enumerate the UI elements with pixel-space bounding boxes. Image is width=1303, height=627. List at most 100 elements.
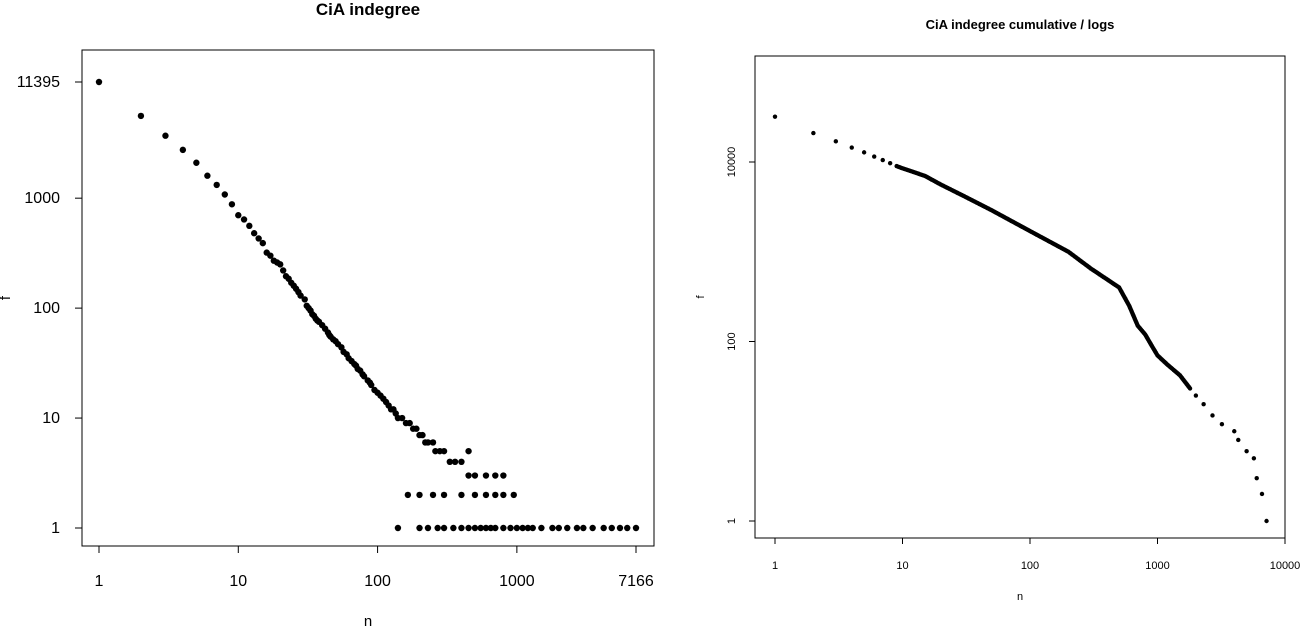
data-point <box>1254 475 1259 481</box>
data-point <box>471 491 479 499</box>
data-point <box>301 296 308 303</box>
data-point <box>429 491 437 499</box>
data-point <box>887 160 893 166</box>
x-tick-label: 1 <box>772 560 778 572</box>
data-point <box>259 239 267 247</box>
y-tick-label: 1000 <box>24 190 60 207</box>
data-point <box>221 191 228 198</box>
data-point <box>849 145 854 150</box>
data-point <box>240 216 248 223</box>
data-point <box>250 230 258 237</box>
data-point <box>434 524 441 532</box>
data-point <box>1264 518 1269 524</box>
data-point <box>811 130 816 136</box>
data-point <box>255 235 262 242</box>
data-point <box>507 524 514 532</box>
chart-cia-indegree-cumulative: CiA indegree cumulative / logs 1 10 100 100… <box>695 17 1300 603</box>
data-point <box>406 419 413 427</box>
data-point <box>573 524 581 532</box>
data-point <box>465 472 472 479</box>
data-point <box>404 491 412 499</box>
data-point <box>297 292 304 299</box>
x-tick-label: 7166 <box>618 573 654 590</box>
x-tick-label: 1 <box>95 573 104 590</box>
x-tick-label: 1000 <box>1145 560 1169 572</box>
data-point <box>549 524 556 532</box>
data-point <box>482 524 490 532</box>
data-point <box>492 491 499 499</box>
chart-title: CiA indegree cumulative / logs <box>926 17 1115 32</box>
data-point <box>1259 491 1265 497</box>
data-point <box>440 524 448 532</box>
y-axis-label: f <box>695 295 707 299</box>
x-axis-label: n <box>364 613 372 627</box>
data-point <box>419 431 426 439</box>
x-tick-label: 100 <box>364 573 391 590</box>
plot-frame <box>81 49 655 547</box>
data-point <box>524 524 532 532</box>
y-tick-label: 100 <box>33 300 60 317</box>
x-tick-label: 10000 <box>1270 560 1301 572</box>
data-point <box>465 447 472 455</box>
x-axis-label: n <box>1017 591 1023 603</box>
data-point <box>1244 448 1249 454</box>
y-tick-label: 10000 <box>726 147 738 178</box>
data-point <box>616 524 624 532</box>
data-point <box>204 172 211 179</box>
data-point <box>772 114 778 119</box>
data-point <box>446 458 454 466</box>
data-point <box>440 491 448 499</box>
data-point <box>833 139 839 144</box>
data-point <box>162 132 169 139</box>
data-point <box>450 524 457 532</box>
data-point <box>861 150 867 155</box>
data-point <box>529 524 536 532</box>
data-point <box>471 524 479 532</box>
plot-frame <box>754 55 1286 539</box>
data-point <box>608 524 615 532</box>
data-point <box>394 524 402 532</box>
data-point <box>482 472 490 479</box>
data-point <box>492 524 499 532</box>
data-point <box>500 524 507 532</box>
data-point <box>1193 393 1199 398</box>
data-point <box>510 491 517 499</box>
y-tick-label: 10 <box>42 410 60 427</box>
data-point <box>137 112 145 120</box>
data-point <box>458 524 465 532</box>
data-point <box>880 157 885 163</box>
data-point <box>492 472 499 479</box>
data-point <box>432 447 439 455</box>
data-point <box>451 458 459 466</box>
data-point <box>555 524 562 532</box>
data-point <box>213 181 220 189</box>
data-point <box>429 439 437 446</box>
data-point <box>228 201 236 208</box>
data-point <box>1251 456 1257 461</box>
data-point <box>632 524 640 532</box>
x-tick-label: 10 <box>896 560 908 572</box>
data-point <box>872 154 877 159</box>
data-point <box>95 78 103 86</box>
data-point <box>277 261 284 268</box>
x-tick-label: 100 <box>1021 560 1039 572</box>
x-tick-label: 10 <box>229 573 247 590</box>
data-point <box>624 524 631 532</box>
data-point <box>458 458 465 466</box>
data-point <box>487 524 495 532</box>
data-point <box>424 524 432 532</box>
data-point <box>600 524 607 532</box>
data-point <box>458 491 465 499</box>
data-point <box>416 524 423 532</box>
chart-cia-indegree: CiA indegree 1 10 100 1000 7166 1 10 100 1000 11… <box>0 0 655 627</box>
data-point <box>519 524 526 532</box>
chart-title: CiA indegree <box>316 0 420 19</box>
data-point <box>500 491 507 499</box>
data-point <box>267 252 274 259</box>
data-point <box>179 146 187 154</box>
data-point <box>477 524 484 532</box>
x-tick-label: 1000 <box>499 573 535 590</box>
y-tick-label: 100 <box>726 332 738 350</box>
data-point <box>279 267 287 274</box>
data-point <box>513 524 521 532</box>
